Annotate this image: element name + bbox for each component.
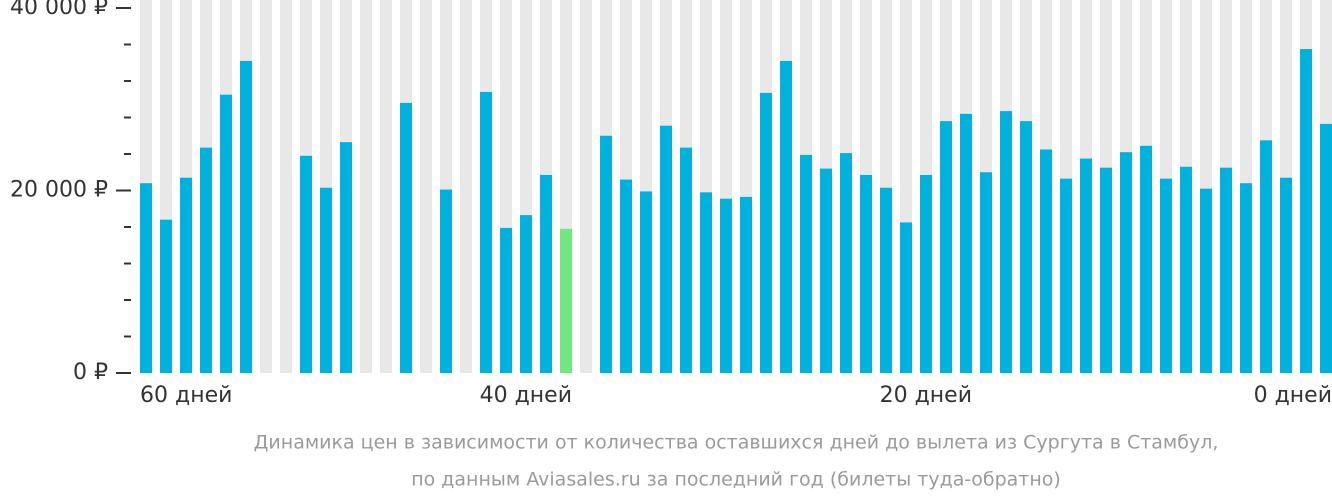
bar	[1120, 152, 1132, 373]
bar	[680, 147, 692, 373]
bar	[160, 219, 172, 373]
column-background	[460, 0, 472, 373]
bar	[860, 174, 872, 373]
bar	[800, 154, 812, 373]
bar	[320, 187, 332, 373]
bar	[620, 179, 632, 373]
column-background	[260, 0, 272, 373]
bar	[940, 121, 952, 374]
bar	[960, 113, 972, 373]
bar	[180, 177, 192, 373]
bar	[1180, 166, 1192, 373]
bar	[740, 196, 752, 373]
bar	[1140, 145, 1152, 373]
bar	[920, 174, 932, 373]
x-tick-label: 40 дней	[480, 383, 572, 408]
bar	[300, 155, 312, 373]
bar	[880, 187, 892, 373]
bar	[600, 135, 612, 373]
bar	[540, 174, 552, 373]
bar	[1240, 183, 1252, 373]
bar	[1200, 188, 1212, 373]
bar	[1280, 177, 1292, 373]
bar	[200, 147, 212, 373]
bar	[820, 168, 832, 373]
column-background	[380, 0, 392, 373]
bar	[900, 222, 912, 373]
column-background	[360, 0, 372, 373]
bar	[400, 102, 412, 374]
bar	[780, 60, 792, 374]
x-tick-label: 20 дней	[880, 383, 972, 408]
y-tick-label: 40 000 ₽	[10, 0, 108, 20]
bar	[1080, 158, 1092, 373]
bar	[140, 183, 152, 373]
bar	[500, 227, 512, 373]
bar	[980, 172, 992, 373]
bar	[840, 153, 852, 373]
y-tick-label: 0 ₽	[73, 360, 108, 385]
bar	[720, 198, 732, 373]
bar	[240, 60, 252, 374]
x-tick-label: 60 дней	[140, 383, 232, 408]
bar	[1300, 49, 1312, 373]
bar	[1320, 123, 1332, 373]
bar	[1000, 111, 1012, 374]
bar	[480, 91, 492, 373]
bar	[700, 192, 712, 373]
x-tick-label: 0 дней	[1254, 383, 1332, 408]
y-tick-label: 20 000 ₽	[10, 178, 108, 203]
caption: по данным Aviasales.ru за последний год …	[411, 469, 1061, 491]
bar	[660, 125, 672, 374]
column-background	[420, 0, 432, 373]
bar	[340, 142, 352, 373]
bar	[560, 228, 572, 373]
bar	[1260, 140, 1272, 373]
column-background	[580, 0, 592, 373]
bar	[520, 215, 532, 373]
bar	[440, 189, 452, 373]
bar	[1040, 149, 1052, 373]
caption: Динамика цен в зависимости от количества…	[254, 432, 1219, 454]
bar	[640, 191, 652, 373]
bar	[1160, 178, 1172, 373]
bar	[1220, 167, 1232, 373]
bar	[1060, 178, 1072, 373]
bar	[1020, 121, 1032, 374]
bar	[760, 92, 772, 374]
column-background	[280, 0, 292, 373]
bar	[220, 94, 232, 373]
bar	[1100, 167, 1112, 373]
